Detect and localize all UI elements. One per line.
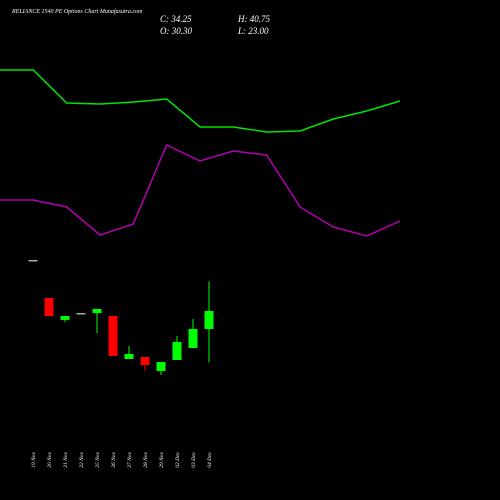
candle-body (124, 353, 134, 359)
info-close: C: 34.25 (160, 14, 192, 24)
x-tick-label: 27 Nov (127, 451, 133, 467)
candle-body (108, 315, 118, 356)
indicator-line (0, 143, 401, 237)
x-tick-label: 26 Nov (111, 451, 117, 467)
candle-body (172, 341, 182, 360)
candle-body (44, 297, 54, 316)
candle-body (92, 308, 102, 313)
candle-body (28, 259, 38, 262)
candle-body (60, 315, 70, 320)
x-tick-label: 25 Nov (95, 451, 101, 467)
info-low: L: 23.00 (237, 26, 269, 36)
info-open: O: 30.30 (160, 26, 192, 36)
x-tick-label: 29 Nov (159, 451, 165, 467)
x-tick-label: 03 Dec (191, 451, 197, 467)
candle-body (156, 361, 166, 371)
x-tick-label: 21 Nov (63, 451, 69, 467)
x-tick-label: 04 Dec (206, 451, 213, 467)
candle-body (204, 310, 214, 329)
info-high: H: 40.75 (237, 14, 270, 24)
candle-body (76, 312, 86, 315)
x-tick-label: 22 Nov (79, 451, 85, 467)
x-tick-label: 28 Nov (143, 451, 149, 467)
chart-title: RELIANCE 1540 PE Options Chart Munafasut… (11, 8, 143, 15)
x-tick-label: 02 Dec (175, 451, 181, 467)
candle-body (188, 328, 198, 348)
candle-body (140, 356, 150, 365)
indicator-line (0, 69, 401, 133)
x-tick-label: 20 Nov (47, 451, 53, 467)
x-tick-label: 19 Nov (31, 451, 37, 467)
